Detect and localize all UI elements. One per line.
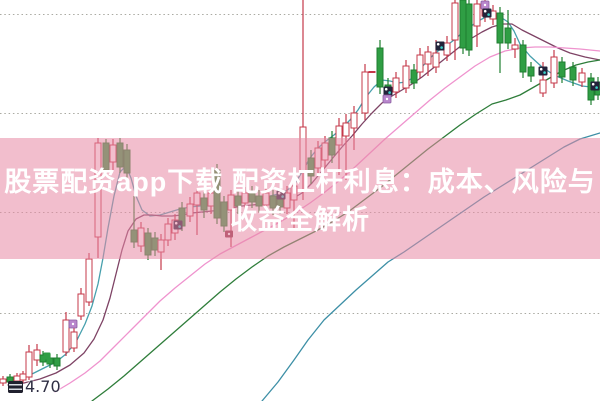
- candle-up: [62, 319, 70, 353]
- candle-marker-icon: [482, 8, 492, 18]
- candle-down: [376, 47, 384, 88]
- marker-dot: [487, 13, 490, 16]
- marker-dot: [543, 71, 546, 74]
- candle-down: [459, 0, 467, 49]
- candle-up: [33, 349, 41, 361]
- title-line-1: 股票配资app下载 配资杠杆利息：成本、风险与: [4, 166, 596, 197]
- dash-tick: [368, 71, 376, 73]
- title-line-2: 收益全解析: [230, 204, 370, 235]
- candle-up: [578, 72, 586, 83]
- candle-up: [424, 51, 432, 65]
- candle-down: [519, 44, 527, 73]
- marker-dot: [483, 9, 487, 13]
- candle-up: [511, 44, 519, 50]
- candle-up: [0, 378, 7, 384]
- marker-dot: [385, 97, 389, 101]
- marker-dot: [591, 82, 595, 86]
- candle-up: [416, 54, 424, 73]
- marker-dot: [436, 42, 440, 46]
- candle-marker-icon: [383, 86, 393, 96]
- candle-marker-icon: [590, 81, 600, 91]
- candle-up: [361, 71, 369, 114]
- candle-marker-icon: [435, 41, 445, 51]
- candle-up: [402, 65, 410, 89]
- title-overlay: 股票配资app下载 配资杠杆利息：成本、风险与 收益全解析: [0, 138, 600, 259]
- marker-dot: [440, 46, 443, 49]
- candle-up: [77, 293, 85, 317]
- candle-up: [392, 77, 400, 93]
- candle-down: [569, 66, 577, 81]
- candle-up: [350, 112, 358, 129]
- candle-up: [70, 331, 78, 349]
- candle-up: [473, 3, 481, 27]
- candle-down: [410, 69, 418, 84]
- candle-up: [342, 122, 350, 137]
- candle-down: [504, 27, 512, 44]
- candle-down: [53, 357, 61, 367]
- candle-down: [527, 66, 535, 77]
- candle-down: [496, 12, 504, 44]
- candle-marker-icon: [43, 352, 51, 360]
- candle-up: [432, 52, 440, 68]
- candle-down: [465, 3, 473, 51]
- candle-down: [558, 61, 566, 78]
- price-label: 4.70: [25, 377, 61, 396]
- marker-dot: [483, 3, 487, 7]
- candle-up: [451, 2, 459, 41]
- price-flag-icon: [8, 380, 23, 393]
- candle-up: [443, 42, 451, 56]
- price-label-group: 4.70: [8, 377, 61, 396]
- candle-marker-icon: [538, 66, 548, 76]
- marker-dot: [539, 67, 543, 71]
- candle-up: [550, 56, 558, 84]
- marker-dot: [71, 322, 75, 326]
- candle-up: [85, 258, 93, 303]
- candle-up: [539, 79, 547, 94]
- candle-up: [25, 351, 33, 378]
- marker-dot: [384, 87, 388, 91]
- marker-dot: [595, 86, 598, 89]
- marker-dot: [388, 91, 391, 94]
